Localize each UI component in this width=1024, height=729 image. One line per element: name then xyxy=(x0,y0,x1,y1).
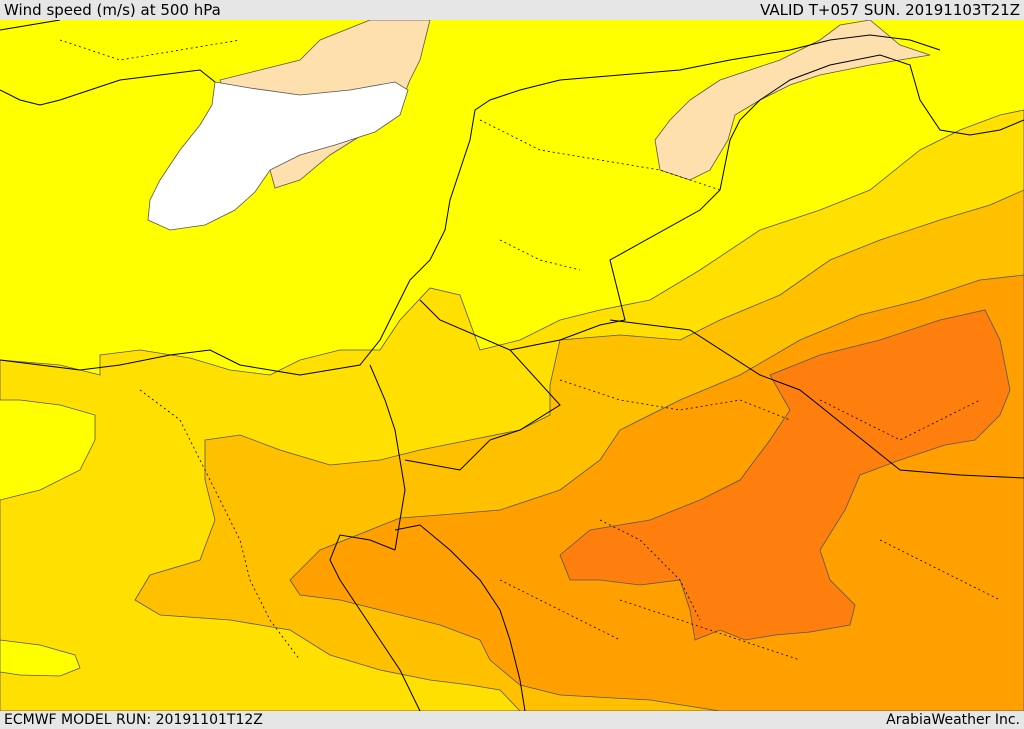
footer-bar: ECMWF MODEL RUN: 20191101T12Z ArabiaWeat… xyxy=(0,711,1024,729)
band-peach-east xyxy=(654,20,931,181)
band-white xyxy=(147,81,409,231)
header-bar: Wind speed (m/s) at 500 hPa VALID T+057 … xyxy=(0,0,1024,20)
map-title: Wind speed (m/s) at 500 hPa xyxy=(4,1,221,19)
internal-boundaries xyxy=(59,39,1001,661)
borders xyxy=(0,20,1024,711)
model-run: ECMWF MODEL RUN: 20191101T12Z xyxy=(4,712,263,728)
wind-speed-map xyxy=(0,20,1024,711)
valid-time: VALID T+057 SUN. 20191103T21Z xyxy=(760,1,1020,19)
band-darkorange xyxy=(559,309,1011,641)
credit: ArabiaWeather Inc. xyxy=(886,712,1020,728)
band-yellow-patch xyxy=(0,639,81,677)
